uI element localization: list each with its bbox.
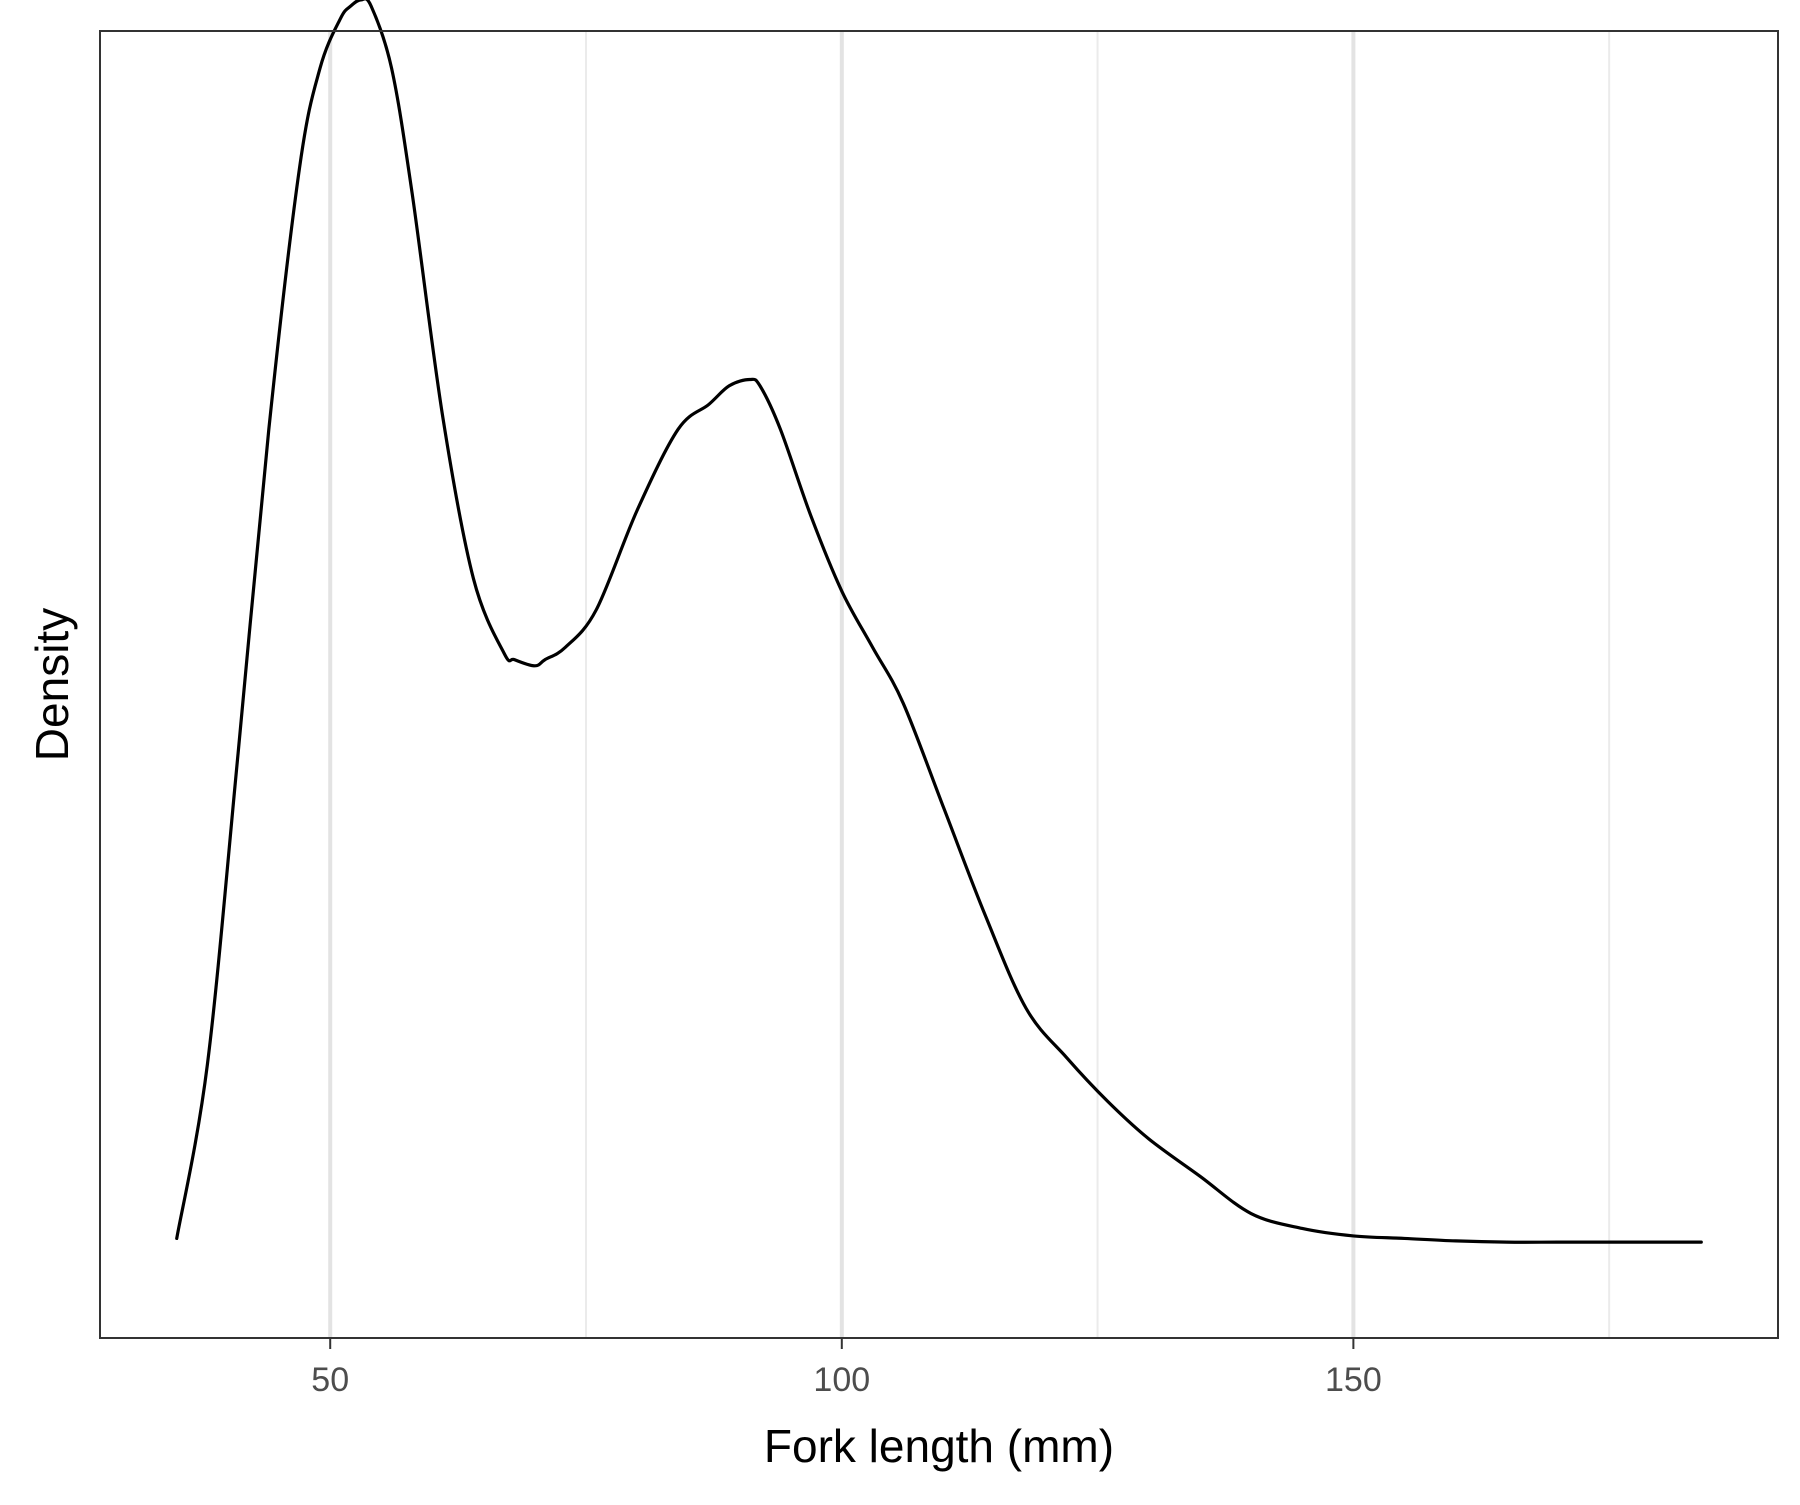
density-curve-0	[175, 0, 1703, 1244]
gridlines	[328, 31, 1611, 1338]
x-tick-label-0: 50	[311, 1361, 349, 1399]
x-axis-title: Fork length (mm)	[764, 1420, 1114, 1472]
y-axis-title: Density	[26, 608, 78, 761]
x-axis: 50 100 150	[311, 1338, 1382, 1399]
x-tick-label-1: 100	[813, 1361, 870, 1399]
panel-border	[99, 30, 1779, 1339]
x-tick-label-2: 150	[1325, 1361, 1382, 1399]
series-layer	[175, 0, 1703, 1244]
